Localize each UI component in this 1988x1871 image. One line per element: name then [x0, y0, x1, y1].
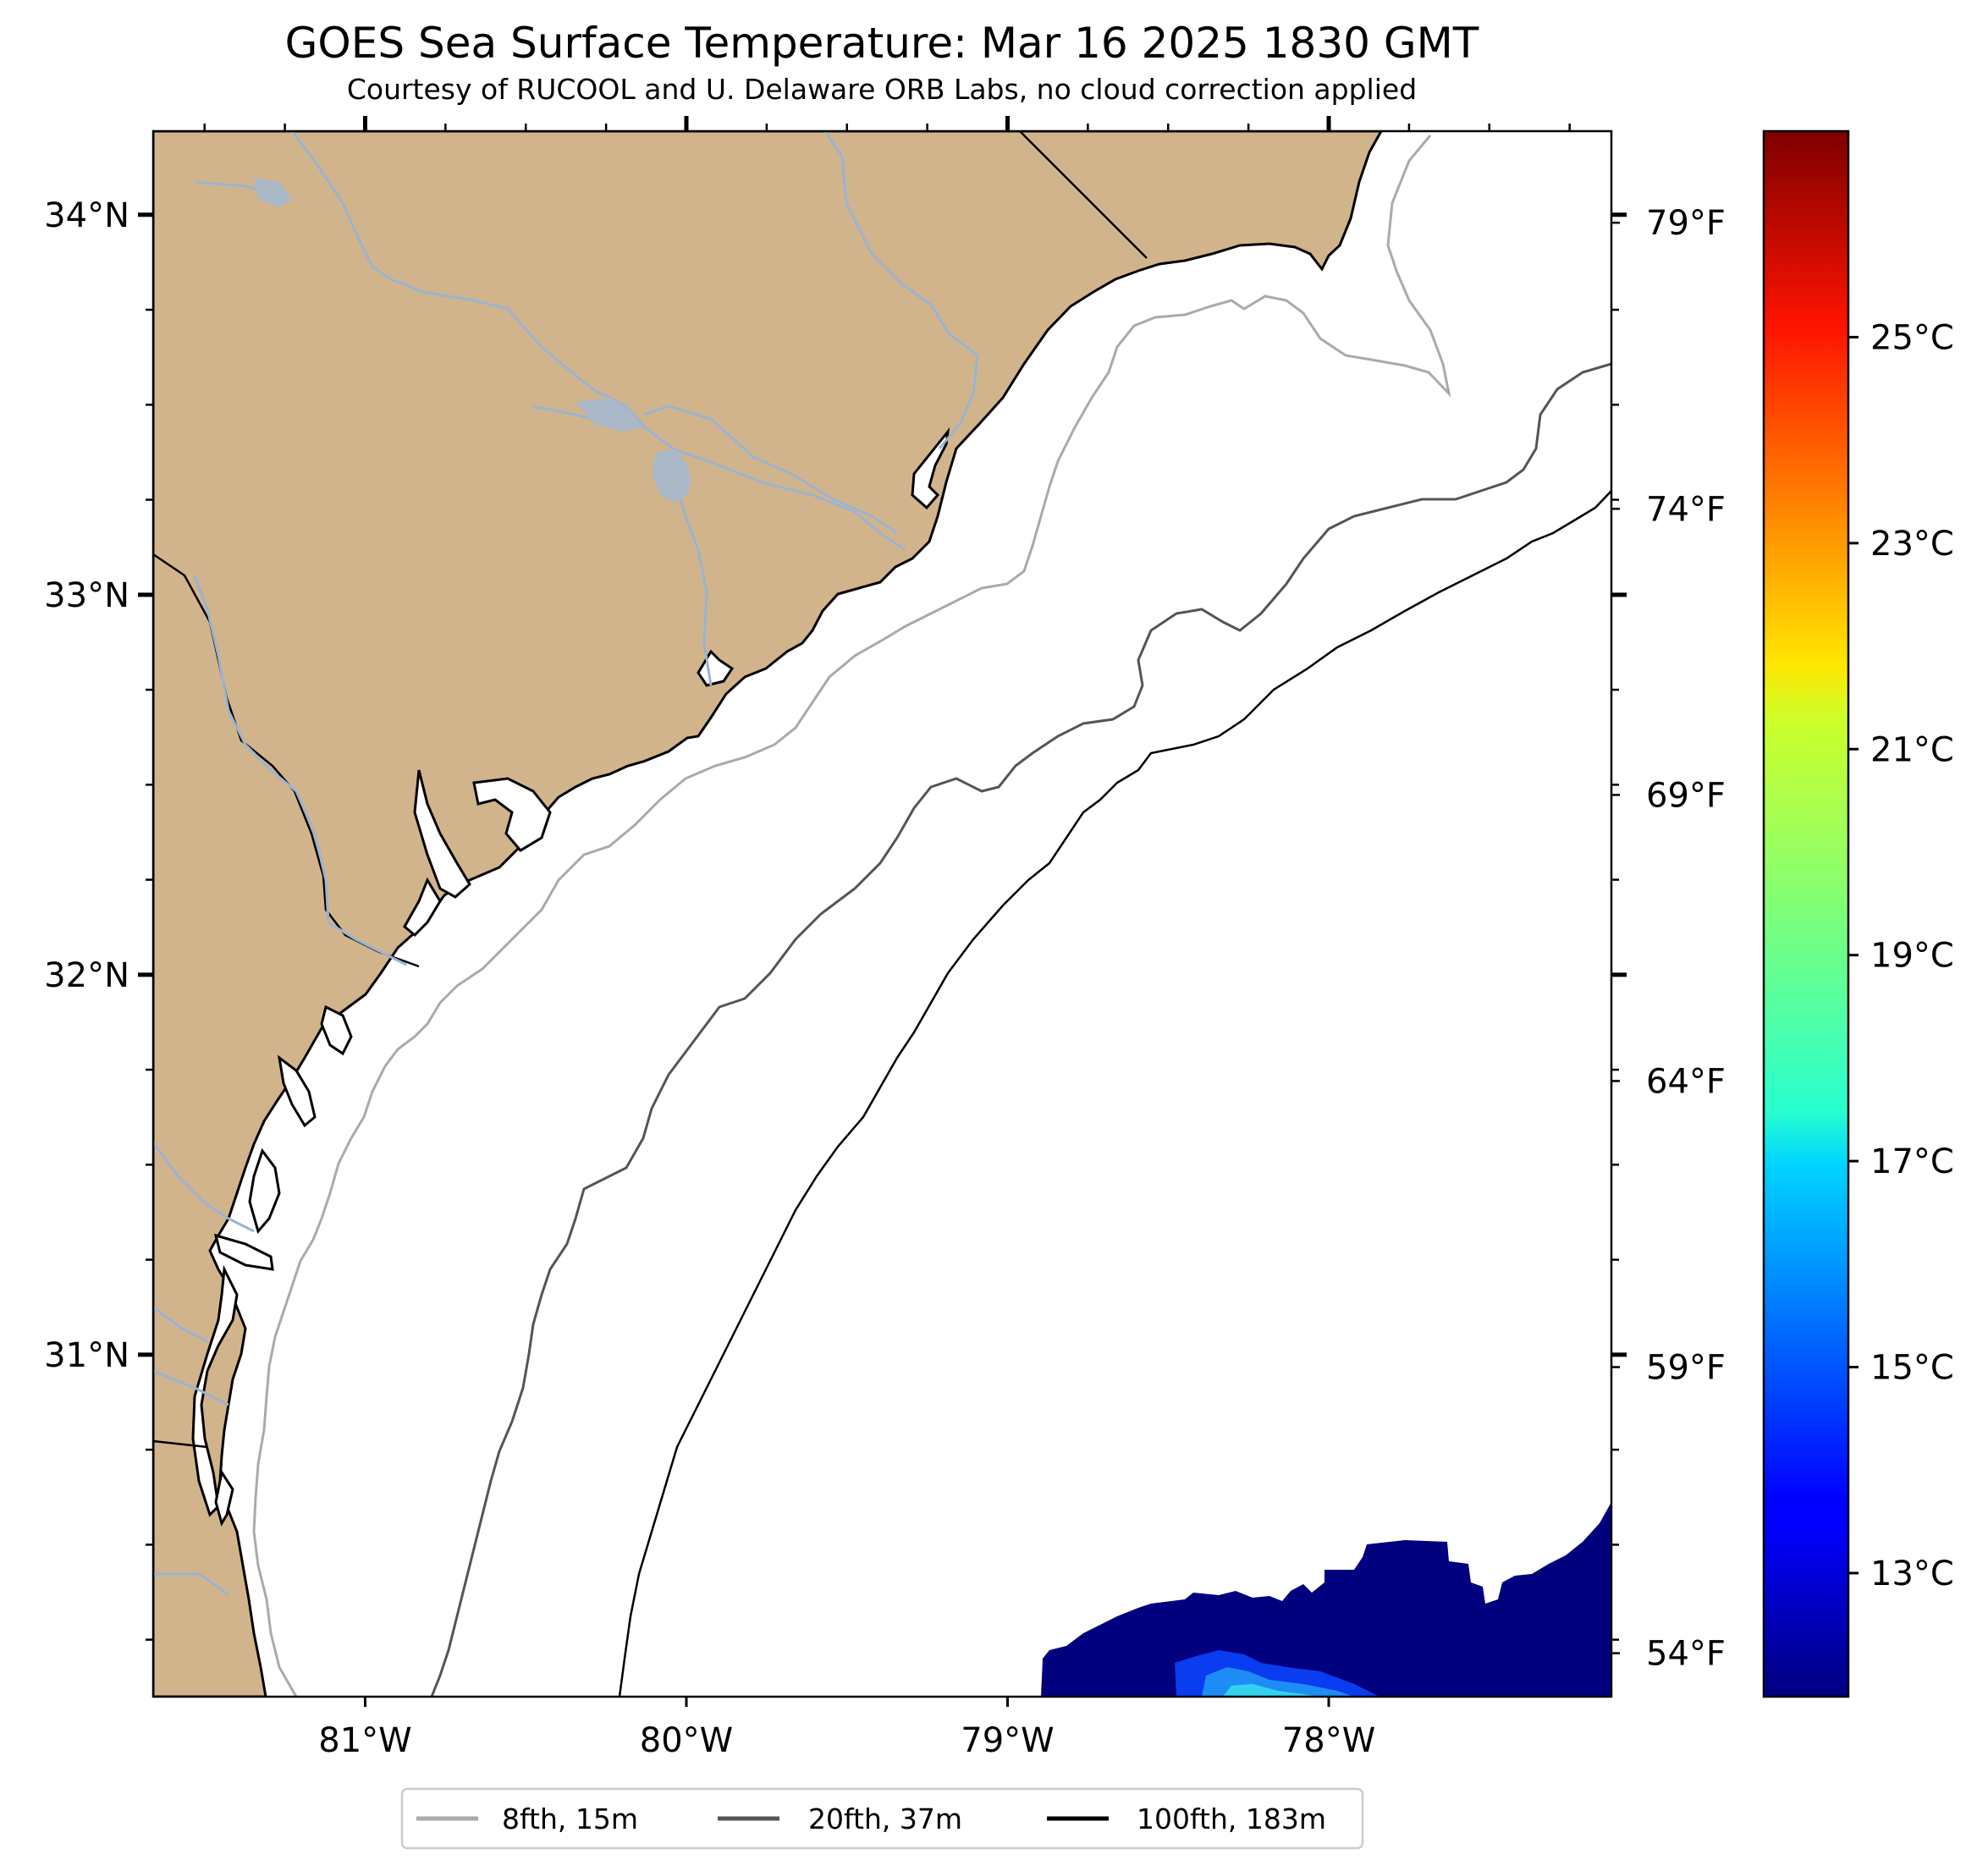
contour-20fth-37m	[430, 362, 1611, 1697]
lon-label: 78°W	[1282, 1721, 1375, 1760]
map-frame	[151, 129, 1613, 1698]
contour-legend: 8fth, 15m 20fth, 37m 100fth, 183m	[400, 1787, 1364, 1850]
river-waccamaw	[823, 131, 979, 449]
fahrenheit-label: 79°F	[1646, 204, 1726, 243]
lat-label: 31°N	[44, 1336, 129, 1375]
legend-box	[400, 1787, 1364, 1850]
lake-lake-wateree	[254, 178, 292, 207]
legend-label-8fth: 8fth, 15m	[502, 1802, 638, 1835]
fahrenheit-label: 74°F	[1646, 490, 1726, 529]
lat-label: 32°N	[44, 956, 129, 995]
river-stmarys	[153, 1572, 229, 1597]
state-border-ga-fl	[153, 1439, 208, 1449]
colorbar	[1762, 129, 1850, 1698]
river-cooper	[671, 473, 713, 686]
contour-8fth-15m	[252, 135, 1451, 1697]
land-mass	[153, 131, 1383, 1697]
colorbar-label: 15°C	[1870, 1349, 1954, 1388]
lake-marion	[575, 398, 643, 432]
estuary-winyah-bay	[911, 426, 950, 510]
state-border-nc-sc	[1019, 131, 1148, 259]
estuary-wassaw	[320, 1004, 353, 1056]
fahrenheit-label: 54°F	[1646, 1635, 1726, 1674]
sst-data-region	[1041, 1502, 1611, 1697]
legend-label-20fth: 20fth, 37m	[808, 1802, 962, 1835]
contour-100fth-183m	[618, 490, 1611, 1697]
latitude-labels: 34°N 33°N 32°N 31°N	[44, 196, 129, 1375]
estuary-sapelo	[277, 1054, 317, 1128]
map-title: GOES Sea Surface Temperature: Mar 16 202…	[285, 19, 1479, 68]
river-savannah	[193, 575, 407, 966]
colorbar-ticks: 25°C 23°C 21°C 19°C 17°C 15°C 13°C	[1848, 318, 1954, 1593]
estuary-port-royal	[472, 777, 552, 852]
estuary-st-helena	[413, 769, 471, 899]
fahrenheit-label: 64°F	[1646, 1062, 1726, 1101]
river-pee-dee	[290, 131, 906, 552]
estuary-st-andrew	[213, 1233, 274, 1271]
lat-label: 33°N	[44, 576, 129, 615]
colorbar-label: 25°C	[1870, 318, 1954, 357]
colorbar-label: 21°C	[1870, 730, 1954, 769]
colorbar-label: 19°C	[1870, 937, 1954, 976]
map-ticks	[138, 116, 1627, 1641]
estuary-st-simons	[248, 1147, 281, 1235]
sst-cyan-patch	[1223, 1684, 1320, 1697]
lake-moultrie	[652, 448, 690, 504]
river-ocmulgee	[153, 1306, 208, 1343]
map-subtitle: Courtesy of RUCOOL and U. Delaware ORB L…	[347, 73, 1417, 106]
river-congaree	[642, 404, 898, 535]
estuary-savannah	[403, 877, 442, 938]
river-satilla	[153, 1369, 229, 1406]
estuary-nassau	[214, 1469, 234, 1527]
colorbar-label: 23°C	[1870, 525, 1954, 564]
longitude-labels: 81°W 80°W 79°W 78°W	[318, 1697, 1375, 1760]
legend-label-100fth: 100fth, 183m	[1137, 1802, 1326, 1835]
fahrenheit-label: 69°F	[1646, 776, 1726, 815]
rivers	[153, 131, 979, 1597]
lon-label: 81°W	[318, 1721, 411, 1760]
sst-cold-water	[1041, 1502, 1611, 1697]
lat-label: 34°N	[44, 196, 129, 235]
lon-label: 79°W	[961, 1721, 1054, 1760]
lon-label: 80°W	[640, 1721, 733, 1760]
colorbar-label: 13°C	[1870, 1555, 1954, 1593]
map-panel	[153, 131, 1611, 1697]
lakes	[254, 178, 690, 504]
river-altamaha	[153, 1142, 255, 1233]
fahrenheit-labels: 79°F 74°F 69°F 64°F 59°F 54°F	[1611, 204, 1726, 1674]
colorbar-label: 17°C	[1870, 1142, 1954, 1181]
fahrenheit-label: 59°F	[1646, 1349, 1726, 1388]
